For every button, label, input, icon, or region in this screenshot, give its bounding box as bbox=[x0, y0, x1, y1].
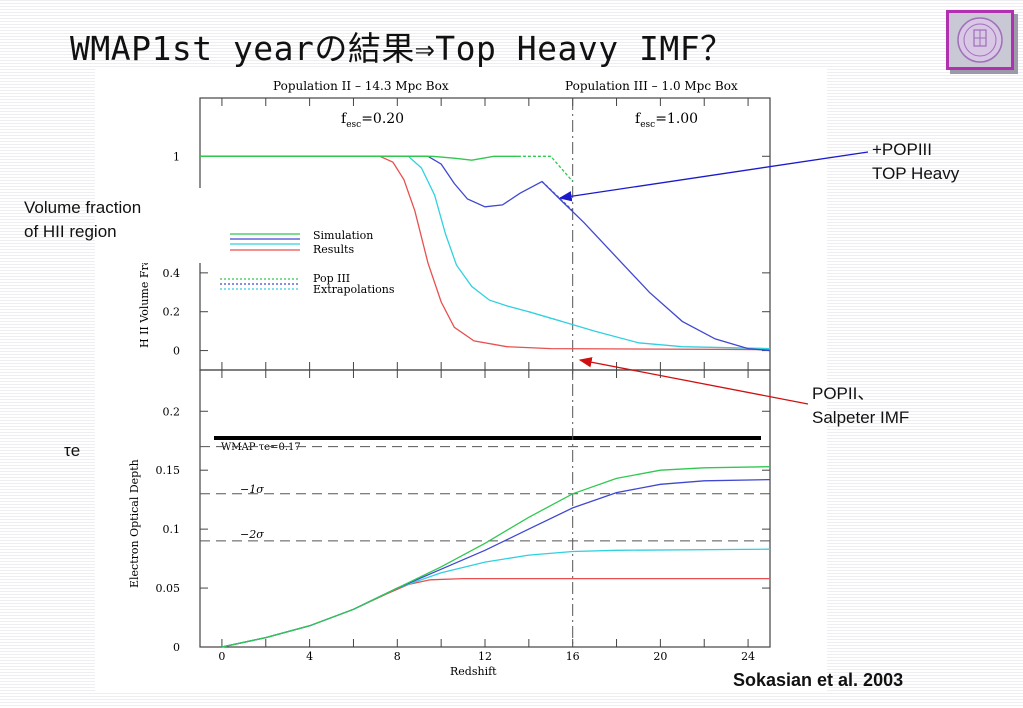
header-left: Population II – 14.3 Mpc Box bbox=[273, 79, 449, 93]
sigma1-label: −1σ bbox=[240, 483, 264, 496]
optical-depth-series bbox=[221, 478, 771, 648]
bottom-y-tick-label: 0.15 bbox=[156, 464, 181, 477]
figure-panel: Population II – 14.3 Mpc Box Population … bbox=[95, 68, 827, 693]
bottom-ylabel: Electron Optical Depth bbox=[128, 459, 141, 588]
legend: Simulation Results Pop III Extrapolation… bbox=[220, 229, 395, 296]
popiii-line2: TOP Heavy bbox=[872, 164, 960, 183]
legend-pop3: Pop III bbox=[313, 272, 350, 285]
volume-fraction-series bbox=[200, 155, 771, 352]
volume-fraction-series bbox=[528, 311, 562, 323]
volume-fraction-series bbox=[200, 155, 771, 350]
top-y-tick-label: 0 bbox=[173, 345, 180, 358]
volume-fraction-series bbox=[517, 155, 574, 182]
popiii-label: +POPIII TOP Heavy bbox=[872, 138, 959, 186]
top-y-tick-label: 0.2 bbox=[163, 306, 181, 319]
bottom-y-tick-label: 0.05 bbox=[156, 582, 181, 595]
popii-line1: POPII、 bbox=[812, 384, 875, 403]
volume-fraction-label: Volume fraction of HII region bbox=[24, 196, 141, 244]
sigma2-label: −2σ bbox=[240, 528, 264, 541]
legend-simulation: Simulation bbox=[313, 229, 373, 242]
header-right: Population III – 1.0 Mpc Box bbox=[565, 79, 738, 93]
optical-depth-series bbox=[221, 548, 771, 648]
volume-fraction-line2: of HII region bbox=[24, 222, 117, 241]
popii-line2: Salpeter IMF bbox=[812, 408, 910, 427]
top-y-tick-label: 1 bbox=[173, 150, 180, 163]
popii-label: POPII、 Salpeter IMF bbox=[812, 382, 909, 430]
x-tick-label: 0 bbox=[218, 650, 225, 663]
x-tick-label: 16 bbox=[566, 650, 580, 663]
bottom-panel-frame bbox=[199, 369, 771, 648]
x-tick-label: 8 bbox=[394, 650, 401, 663]
x-tick-label: 12 bbox=[478, 650, 492, 663]
volume-fraction-series bbox=[200, 155, 518, 161]
slide-title: WMAP1st yearの結果⇒Top Heavy IMF？ bbox=[70, 29, 734, 68]
axis-mask bbox=[95, 188, 203, 263]
bottom-xlabel: Redshift bbox=[450, 665, 497, 678]
tau-label: τe bbox=[64, 441, 81, 460]
legend-results: Results bbox=[313, 243, 354, 256]
university-seal-logo bbox=[946, 10, 1014, 70]
credit: Sokasian et al. 2003 bbox=[733, 670, 904, 690]
legend-extrapolations: Extrapolations bbox=[313, 283, 395, 296]
x-tick-label: 4 bbox=[306, 650, 313, 663]
wmap-label: WMAP τe=0.17 bbox=[221, 442, 301, 453]
bottom-y-tick-label: 0.1 bbox=[163, 523, 181, 536]
figure-svg: Population II – 14.3 Mpc Box Population … bbox=[95, 79, 771, 678]
volume-fraction-series bbox=[200, 155, 771, 351]
top-y-tick-label: 0.4 bbox=[163, 267, 181, 280]
fesc-right-label: fesc=1.00 bbox=[635, 111, 698, 130]
popiii-line1: +POPIII bbox=[872, 140, 932, 159]
bottom-y-tick-label: 0 bbox=[173, 641, 180, 654]
volume-fraction-series bbox=[541, 181, 574, 212]
volume-fraction-line1: Volume fraction bbox=[24, 198, 142, 217]
optical-depth-series bbox=[221, 466, 771, 648]
x-tick-label: 20 bbox=[653, 650, 667, 663]
optical-depth-series bbox=[221, 577, 770, 648]
fesc-left-label: fesc=0.20 bbox=[341, 111, 404, 130]
x-tick-label: 24 bbox=[741, 650, 755, 663]
bottom-y-tick-label: 0.2 bbox=[163, 405, 181, 418]
